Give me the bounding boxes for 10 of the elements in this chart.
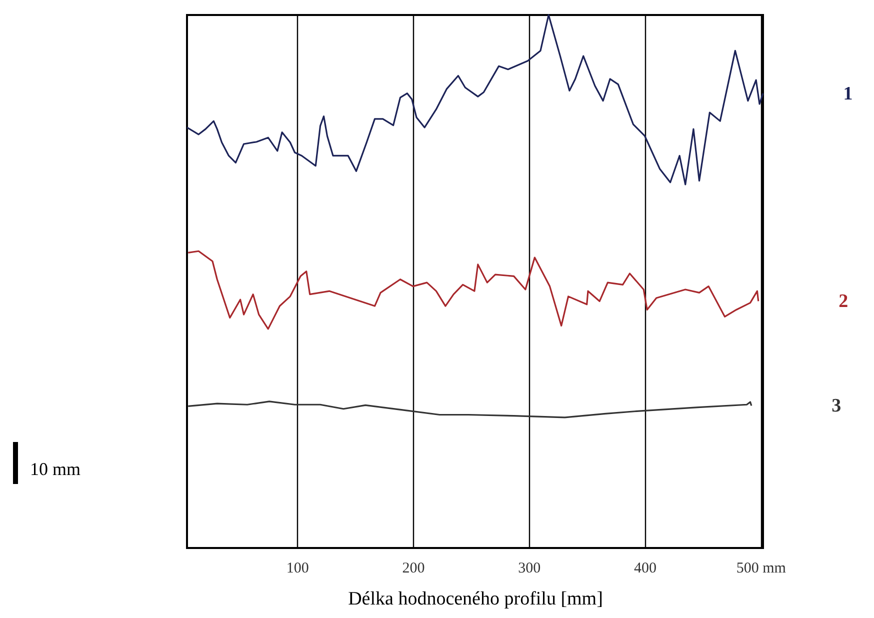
text: 1 — [843, 83, 853, 104]
x-tick-label: 100 — [286, 560, 309, 576]
x-tick-label: 200 — [402, 560, 425, 576]
text: 3 — [832, 396, 842, 417]
x-tick-label: 400 — [634, 560, 657, 576]
text: 2 — [838, 291, 848, 312]
x-tick-label: 300 — [518, 560, 541, 576]
text: 10 mm — [30, 459, 81, 480]
x-axis-title: Délka hodnoceného profilu [mm] — [348, 588, 603, 610]
x-tick-label: 500 mm — [736, 560, 786, 576]
